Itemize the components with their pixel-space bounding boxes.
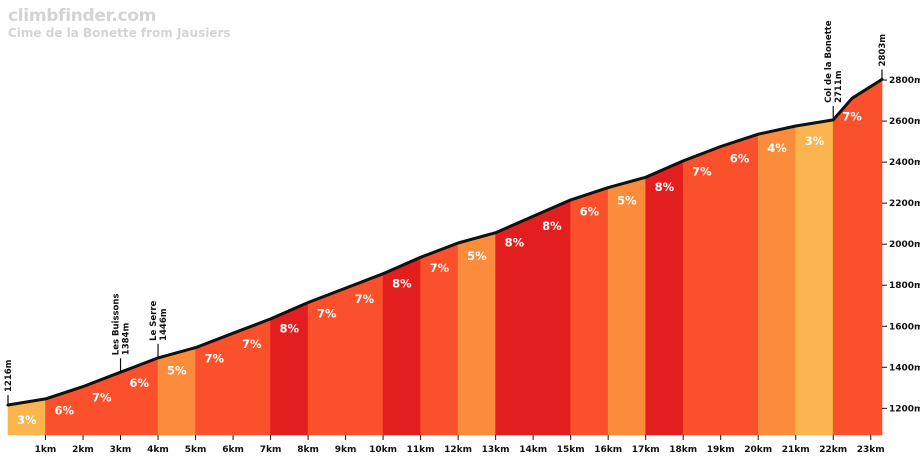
x-tick-label-4: 4km xyxy=(147,445,169,455)
gradient-label-8: 8% xyxy=(280,322,300,336)
gradient-labels: 3% 6% 7% 6% 5% 7% 7% 8% 7% 7% 8% 7% 5% 8% 8% 6% 5% 8% 7% 6%… xyxy=(17,109,862,427)
x-tick-label-9: 9km xyxy=(335,445,357,455)
x-tick-label-7: 7km xyxy=(260,445,282,455)
gradient-label-3: 7% xyxy=(92,390,112,404)
gradient-label-11: 8% xyxy=(392,277,412,291)
annotation-elevation-5: 2803m xyxy=(878,34,888,67)
gradient-label-22: 3% xyxy=(805,134,825,148)
gradient-label-19: 7% xyxy=(692,165,712,179)
y-tick-label-1: 1200m xyxy=(889,404,920,414)
annotation-elevation-4: 2711m xyxy=(834,70,844,103)
gradient-label-4: 6% xyxy=(130,376,150,390)
y-tick-label-8: 2600m xyxy=(889,117,920,127)
x-tick-label-16: 16km xyxy=(594,445,622,455)
x-tick-label-22: 22km xyxy=(819,445,847,455)
y-tick-label-4: 1800m xyxy=(889,281,920,291)
gradient-label-12: 7% xyxy=(430,261,450,275)
gradient-label-18: 8% xyxy=(655,180,675,194)
gradient-label-7: 7% xyxy=(242,337,262,351)
gradient-segment-20 xyxy=(720,133,759,436)
annotation-elevation-2: 1384m xyxy=(122,323,132,356)
gradient-label-13: 5% xyxy=(467,249,487,263)
x-tick-label-6: 6km xyxy=(222,445,244,455)
gradient-label-10: 7% xyxy=(355,292,375,306)
gradient-segments xyxy=(7,78,883,436)
gradient-segment-23 xyxy=(832,78,883,436)
gradient-segment-6 xyxy=(195,332,234,436)
annotation-elevation-1: 1216m xyxy=(4,359,14,392)
gradient-label-5: 5% xyxy=(167,364,187,378)
x-tick-label-13: 13km xyxy=(482,445,510,455)
gradient-label-1: 3% xyxy=(17,413,37,427)
x-tick-label-5: 5km xyxy=(185,445,207,455)
x-tick-label-1: 1km xyxy=(35,445,57,455)
y-tick-label-6: 2200m xyxy=(889,199,920,209)
elevation-line xyxy=(6,77,884,407)
gradient-segment-17 xyxy=(607,176,647,436)
x-tick-label-20: 20km xyxy=(744,445,772,455)
annotation-name-3: Le Serre xyxy=(149,300,159,340)
gradient-label-20: 6% xyxy=(730,151,750,165)
gradient-label-14: 8% xyxy=(505,236,525,250)
waypoint-annotations: 1216m Les Buissons 1384m Le Serre 1446m Col d… xyxy=(4,20,888,406)
gradient-label-21: 4% xyxy=(767,141,787,155)
gradient-segment-19 xyxy=(682,146,722,436)
gradient-label-2: 6% xyxy=(55,404,75,418)
gradient-label-16: 6% xyxy=(580,205,600,219)
x-tick-label-3: 3km xyxy=(110,445,132,455)
gradient-segment-5 xyxy=(157,347,196,436)
gradient-label-9: 7% xyxy=(317,306,337,320)
x-tick-label-18: 18km xyxy=(669,445,697,455)
x-tick-label-19: 19km xyxy=(707,445,735,455)
gradient-label-23: 7% xyxy=(842,109,862,123)
gradient-label-6: 7% xyxy=(205,351,225,365)
annotation-name-4: Col de la Bonette xyxy=(824,20,834,103)
y-axis: 1200m 1400m 1600m 1800m 2000m 2200m 2400m 2600m… xyxy=(882,76,920,414)
x-tick-label-10: 10km xyxy=(369,445,397,455)
y-tick-label-9: 2800m xyxy=(889,76,920,86)
x-axis: 1km 2km 3km 4km 5km 6km 7km 8km 9km 10km 11km 12km 1… xyxy=(35,435,885,455)
elevation-outline xyxy=(6,77,884,407)
x-tick-label-8: 8km xyxy=(297,445,319,455)
x-tick-label-12: 12km xyxy=(444,445,472,455)
gradient-label-15: 8% xyxy=(542,219,562,233)
brand-logo[interactable]: climbfinder.com xyxy=(8,6,157,26)
x-tick-label-21: 21km xyxy=(782,445,810,455)
x-tick-label-17: 17km xyxy=(632,445,660,455)
gradient-label-17: 5% xyxy=(617,193,637,207)
climb-title: Cime de la Bonette from Jausiers xyxy=(8,26,231,40)
gradient-segment-18 xyxy=(645,160,684,436)
x-tick-label-14: 14km xyxy=(519,445,547,455)
annotation-elevation-3: 1446m xyxy=(159,308,169,341)
y-tick-label-7: 2400m xyxy=(889,158,920,168)
y-tick-label-2: 1400m xyxy=(889,363,920,373)
x-tick-label-23: 23km xyxy=(857,445,885,455)
gradient-segment-15 xyxy=(532,199,572,436)
x-tick-label-2: 2km xyxy=(72,445,94,455)
y-tick-label-3: 1600m xyxy=(889,322,920,332)
gradient-segment-16 xyxy=(570,187,609,436)
y-tick-label-5: 2000m xyxy=(889,240,920,250)
gradient-segment-22 xyxy=(795,119,834,436)
annotation-name-2: Les Buissons xyxy=(112,293,122,355)
gradient-segment-21 xyxy=(757,125,797,436)
gradient-segment-13 xyxy=(457,232,496,436)
x-tick-label-15: 15km xyxy=(557,445,585,455)
x-tick-label-11: 11km xyxy=(407,445,435,455)
